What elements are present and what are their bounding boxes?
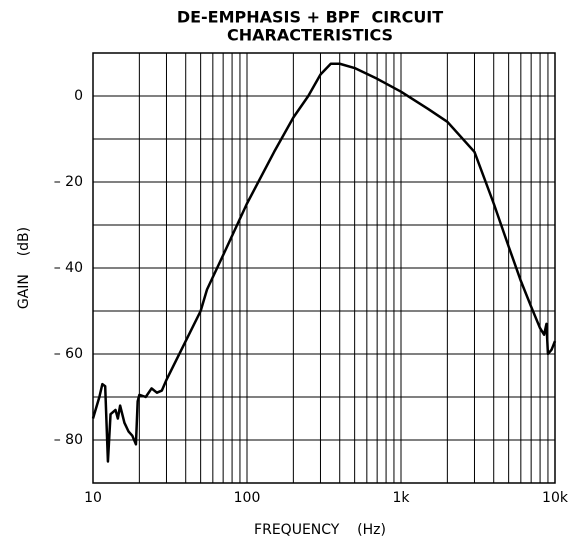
y-tick-label: – 80: [54, 432, 83, 448]
x-axis-label: FREQUENCY (Hz): [254, 522, 386, 538]
y-tick-label: 0: [74, 88, 83, 104]
chart-title: CHARACTERISTICS: [227, 26, 393, 45]
y-axis-label: GAIN (dB): [16, 227, 32, 309]
x-tick-label: 10: [84, 490, 102, 506]
y-tick-label: – 20: [54, 174, 83, 190]
y-tick-label: – 60: [54, 346, 83, 362]
x-tick-label: 100: [234, 490, 261, 506]
data-line: [91, 62, 557, 463]
chart-title: DE-EMPHASIS + BPF CIRCUIT: [177, 8, 443, 27]
y-tick-label: – 40: [54, 260, 83, 276]
x-tick-label: 10k: [542, 490, 569, 506]
x-tick-label: 1k: [392, 490, 410, 506]
